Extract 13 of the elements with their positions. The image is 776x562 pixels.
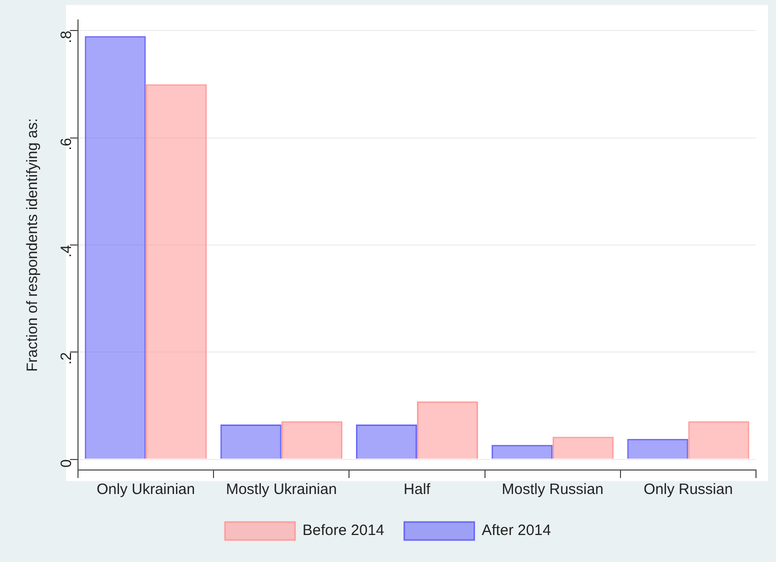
y-tick-label: .4 — [58, 245, 76, 258]
x-tick-label: Half — [404, 481, 432, 498]
x-tick-label: Mostly Russian — [502, 481, 604, 498]
y-tick-label: 0 — [58, 459, 76, 468]
y-tick-label: .8 — [58, 30, 76, 44]
y-axis-title: Fraction of respondents identifying as: — [24, 118, 42, 372]
y-tick-label: .2 — [58, 352, 76, 365]
legend-label: After 2014 — [482, 522, 551, 540]
y-tick-label: .6 — [58, 138, 76, 150]
legend-label: Before 2014 — [302, 522, 384, 540]
x-tick-label: Only Russian — [644, 481, 733, 498]
x-tick-label: Only Ukrainian — [96, 481, 195, 498]
x-tick-label: Mostly Ukrainian — [226, 481, 337, 498]
